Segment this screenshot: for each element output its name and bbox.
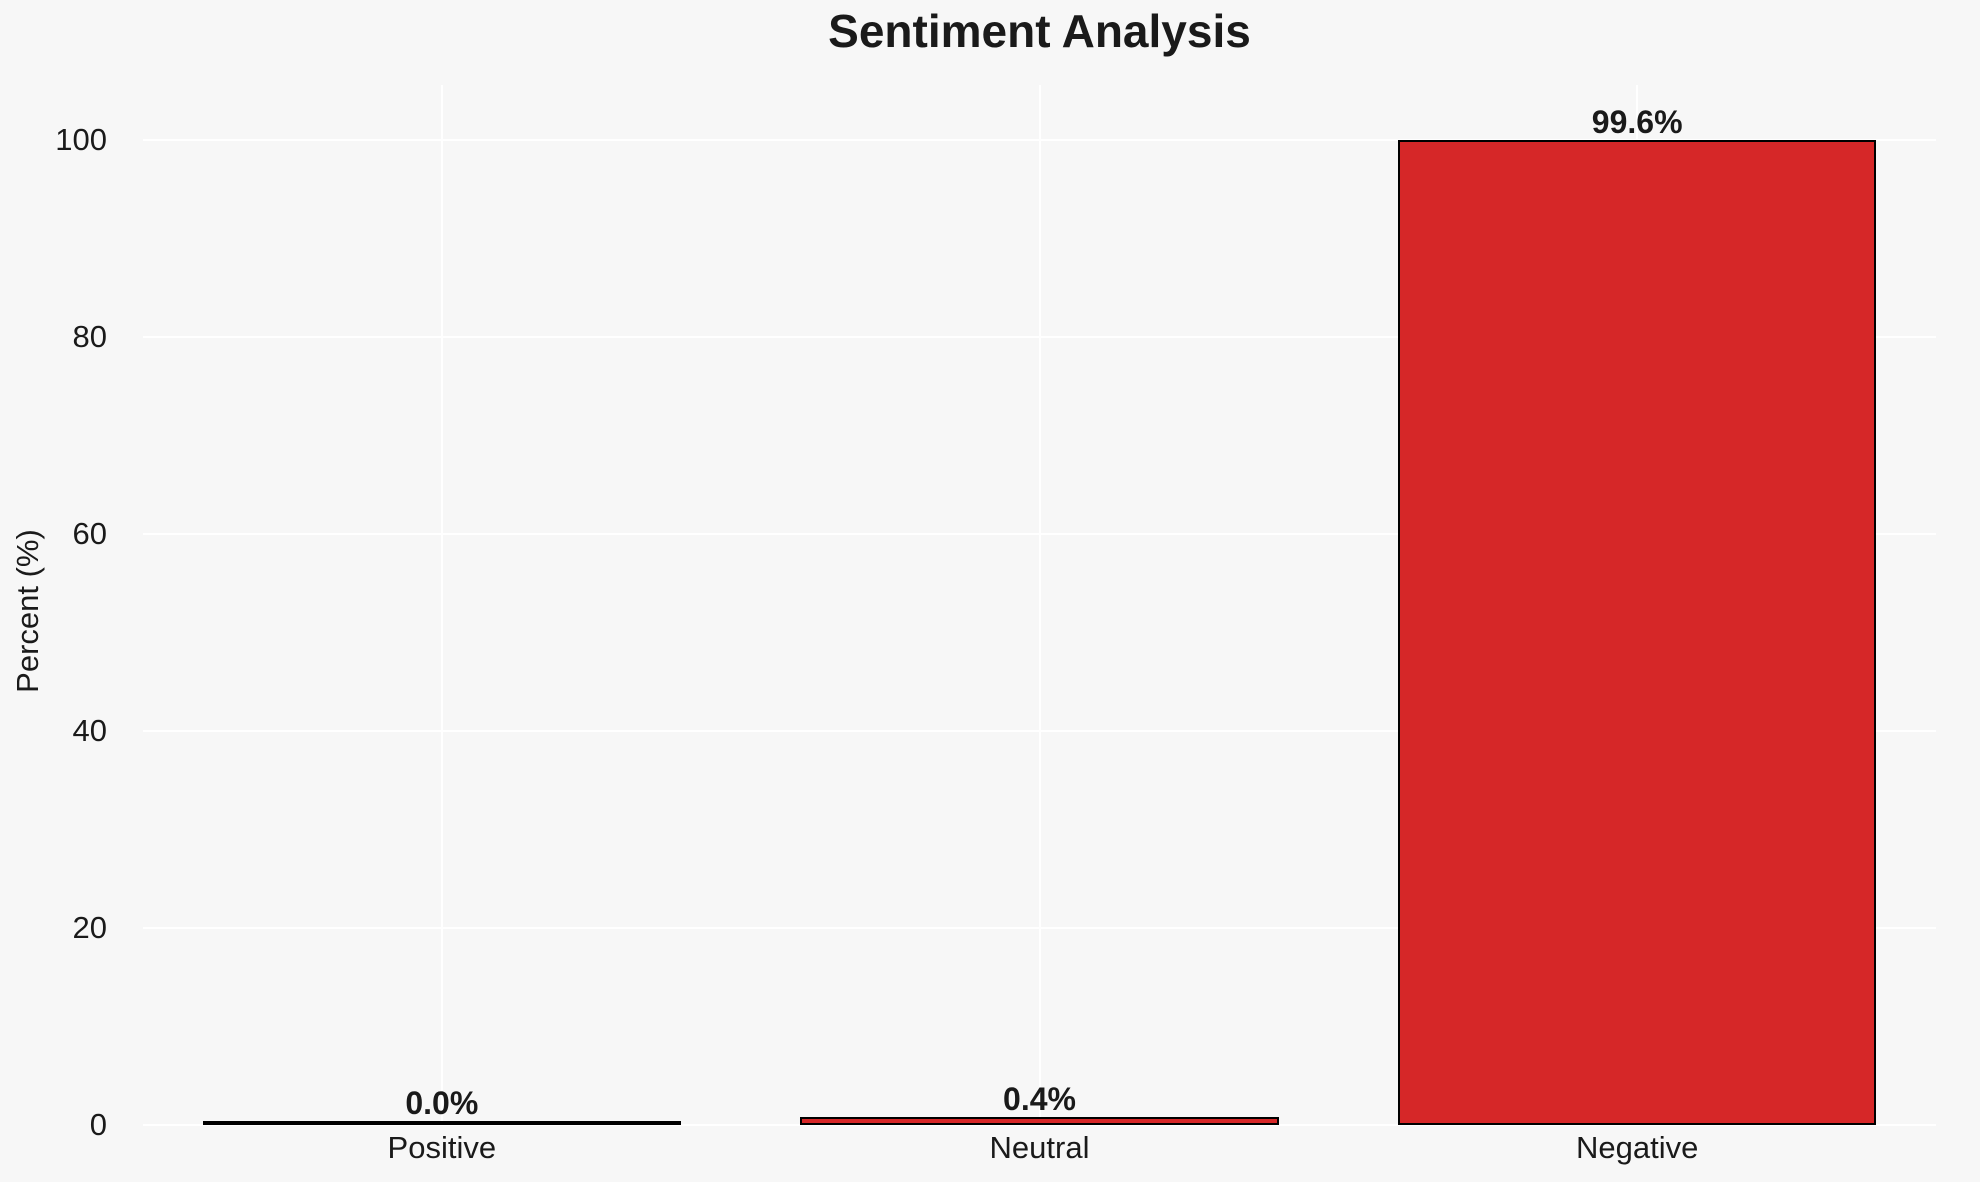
gridline-vertical xyxy=(1038,85,1041,1125)
bar-value-label: 0.4% xyxy=(1003,1081,1076,1118)
bar-value-label: 99.6% xyxy=(1591,104,1683,141)
bar-neutral xyxy=(800,1117,1279,1125)
bar-positive xyxy=(202,1121,681,1125)
plot-area: 0.0% 0.4% 99.6% xyxy=(143,85,1936,1126)
x-tick-label-neutral: Neutral xyxy=(989,1130,1090,1165)
y-tick-label: 40 xyxy=(72,713,107,749)
x-tick-label-positive: Positive xyxy=(387,1130,497,1165)
y-tick-label: 100 xyxy=(55,122,107,158)
x-tick-label-negative: Negative xyxy=(1575,1130,1699,1165)
y-tick-label: 20 xyxy=(72,910,107,946)
y-tick-label: 60 xyxy=(72,516,107,552)
y-tick-label: 0 xyxy=(89,1107,107,1142)
bar-negative xyxy=(1398,140,1877,1125)
gridline-horizontal xyxy=(143,1124,1936,1126)
gridline-vertical xyxy=(440,85,443,1125)
bar-value-label: 0.0% xyxy=(405,1085,479,1121)
y-tick-label: 80 xyxy=(72,319,107,355)
chart-title: Sentiment Analysis xyxy=(828,5,1251,57)
